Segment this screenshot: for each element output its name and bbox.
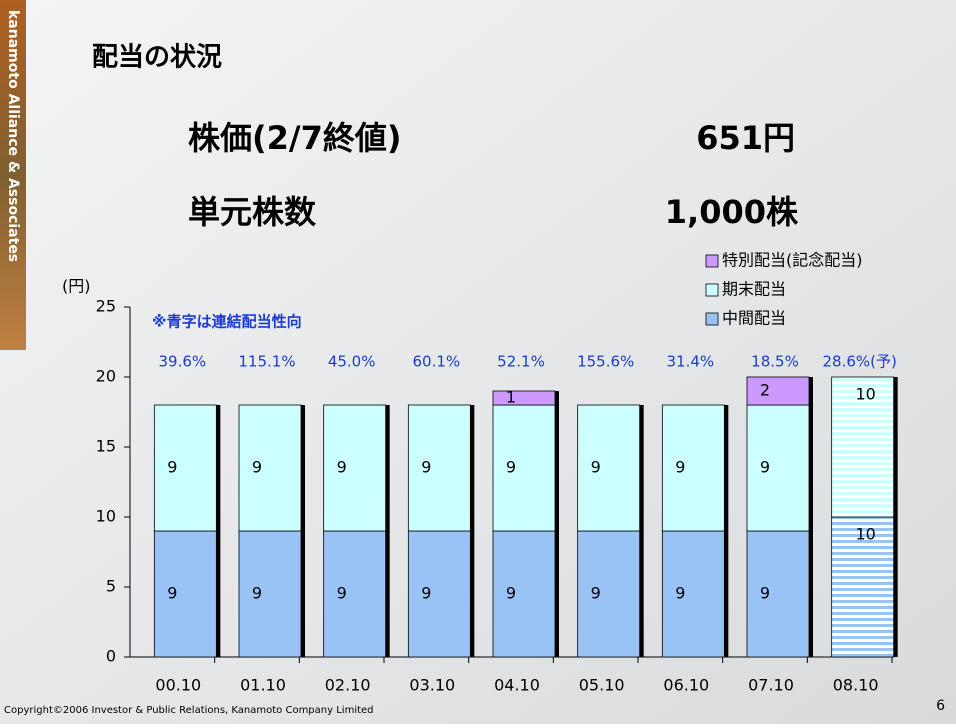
data-label: 9 [591,458,601,477]
unit-value: 1,000株 [665,193,799,231]
slide-title: 配当の状況 [92,43,222,73]
bar-shadow [893,377,898,657]
data-label: 9 [337,458,347,477]
data-label: 9 [675,458,685,477]
data-label: 9 [421,458,431,477]
legend-label: 中間配当 [722,309,786,328]
x-tick-label: 03.10 [409,676,455,695]
bar-shadow [216,405,221,657]
bar-shadow [555,391,559,657]
x-tick-label: 08.10 [833,676,879,695]
stock-label: 株価(2/7終値) [188,119,401,157]
bar-segment [746,404,810,532]
payout-label: 31.4% [667,353,715,371]
bar-segment [492,404,556,532]
bar-segment [492,530,556,658]
legend-label: 期末配当 [722,280,786,299]
x-tick-label: 00.10 [155,676,201,695]
bar-shadow [385,405,390,657]
y-tick-label: 25 [96,297,116,316]
payout-label: 45.0% [328,353,376,371]
x-tick-label: 06.10 [663,676,709,695]
data-label: 9 [337,584,347,603]
chart: 0 5 10 15 20 25 00.10 39.6% 9 9 01.10 115.1% 9 9 02.10… [96,251,898,695]
data-label: 10 [855,385,875,404]
payout-label: 39.6% [159,353,207,371]
legend-swatch [705,312,719,326]
data-label: 2 [760,381,770,400]
bar-shadow [809,377,813,657]
legend-label: 特別配当(記念配当) [722,251,863,270]
y-tick-label: 15 [96,437,116,456]
data-label: 9 [252,458,262,477]
bar-segment [831,376,895,518]
bar-segment [323,530,387,658]
data-label: 9 [591,584,601,603]
bar-shadow [470,405,475,657]
y-axis-label: (円) [62,277,91,296]
side-logo: kanamoto Alliance & Associates [5,10,21,262]
bar-segment [831,516,895,658]
bar-segment [577,404,641,532]
payout-label: 60.1% [413,353,461,371]
data-label: 9 [167,584,177,603]
legend-swatch [705,283,719,297]
bar-segment [661,530,725,658]
data-label: 9 [506,584,516,603]
bar-segment [238,404,302,532]
y-tick-label: 20 [96,367,116,386]
y-tick-label: 0 [106,647,116,666]
bar-segment [153,404,217,532]
data-label: 10 [855,525,875,544]
data-label: 9 [760,584,770,603]
y-tick-label: 5 [106,577,116,596]
payout-label: 52.1% [497,353,545,371]
bar-segment [746,530,810,658]
note: ※青字は連結配当性向 [152,313,302,331]
bar-segment [746,376,810,406]
data-label: 9 [760,458,770,477]
data-label: 1 [506,388,516,407]
bar-segment [323,404,387,532]
bar-shadow [639,405,644,657]
data-label: 9 [421,584,431,603]
bar-segment [661,404,725,532]
bar-segment [492,390,556,406]
payout-label: 18.5% [751,353,799,371]
x-tick-label: 02.10 [325,676,371,695]
x-tick-label: 07.10 [748,676,794,695]
x-tick-label: 01.10 [240,676,286,695]
payout-label: 115.1% [238,353,295,371]
bar-segment [238,530,302,658]
unit-label: 単元株数 [188,193,317,231]
bar-shadow [301,405,305,657]
data-label: 9 [675,584,685,603]
logo-strip [0,0,26,350]
legend-swatch [705,254,719,268]
x-tick-label: 05.10 [579,676,625,695]
copyright: Copyright©2006 Investor & Public Relatio… [4,705,374,716]
payout-label: 155.6% [577,353,634,371]
data-label: 9 [167,458,177,477]
bar-shadow [724,405,729,657]
x-tick-label: 04.10 [494,676,540,695]
data-label: 9 [252,584,262,603]
data-label: 9 [506,458,516,477]
bar-segment [407,530,471,658]
page-number: 6 [936,698,945,714]
bar-segment [577,530,641,658]
payout-label: 28.6%(予) [822,353,896,371]
bar-segment [407,404,471,532]
bar-segment [153,530,217,658]
stock-value: 651円 [696,119,795,157]
y-tick-label: 10 [96,507,116,526]
